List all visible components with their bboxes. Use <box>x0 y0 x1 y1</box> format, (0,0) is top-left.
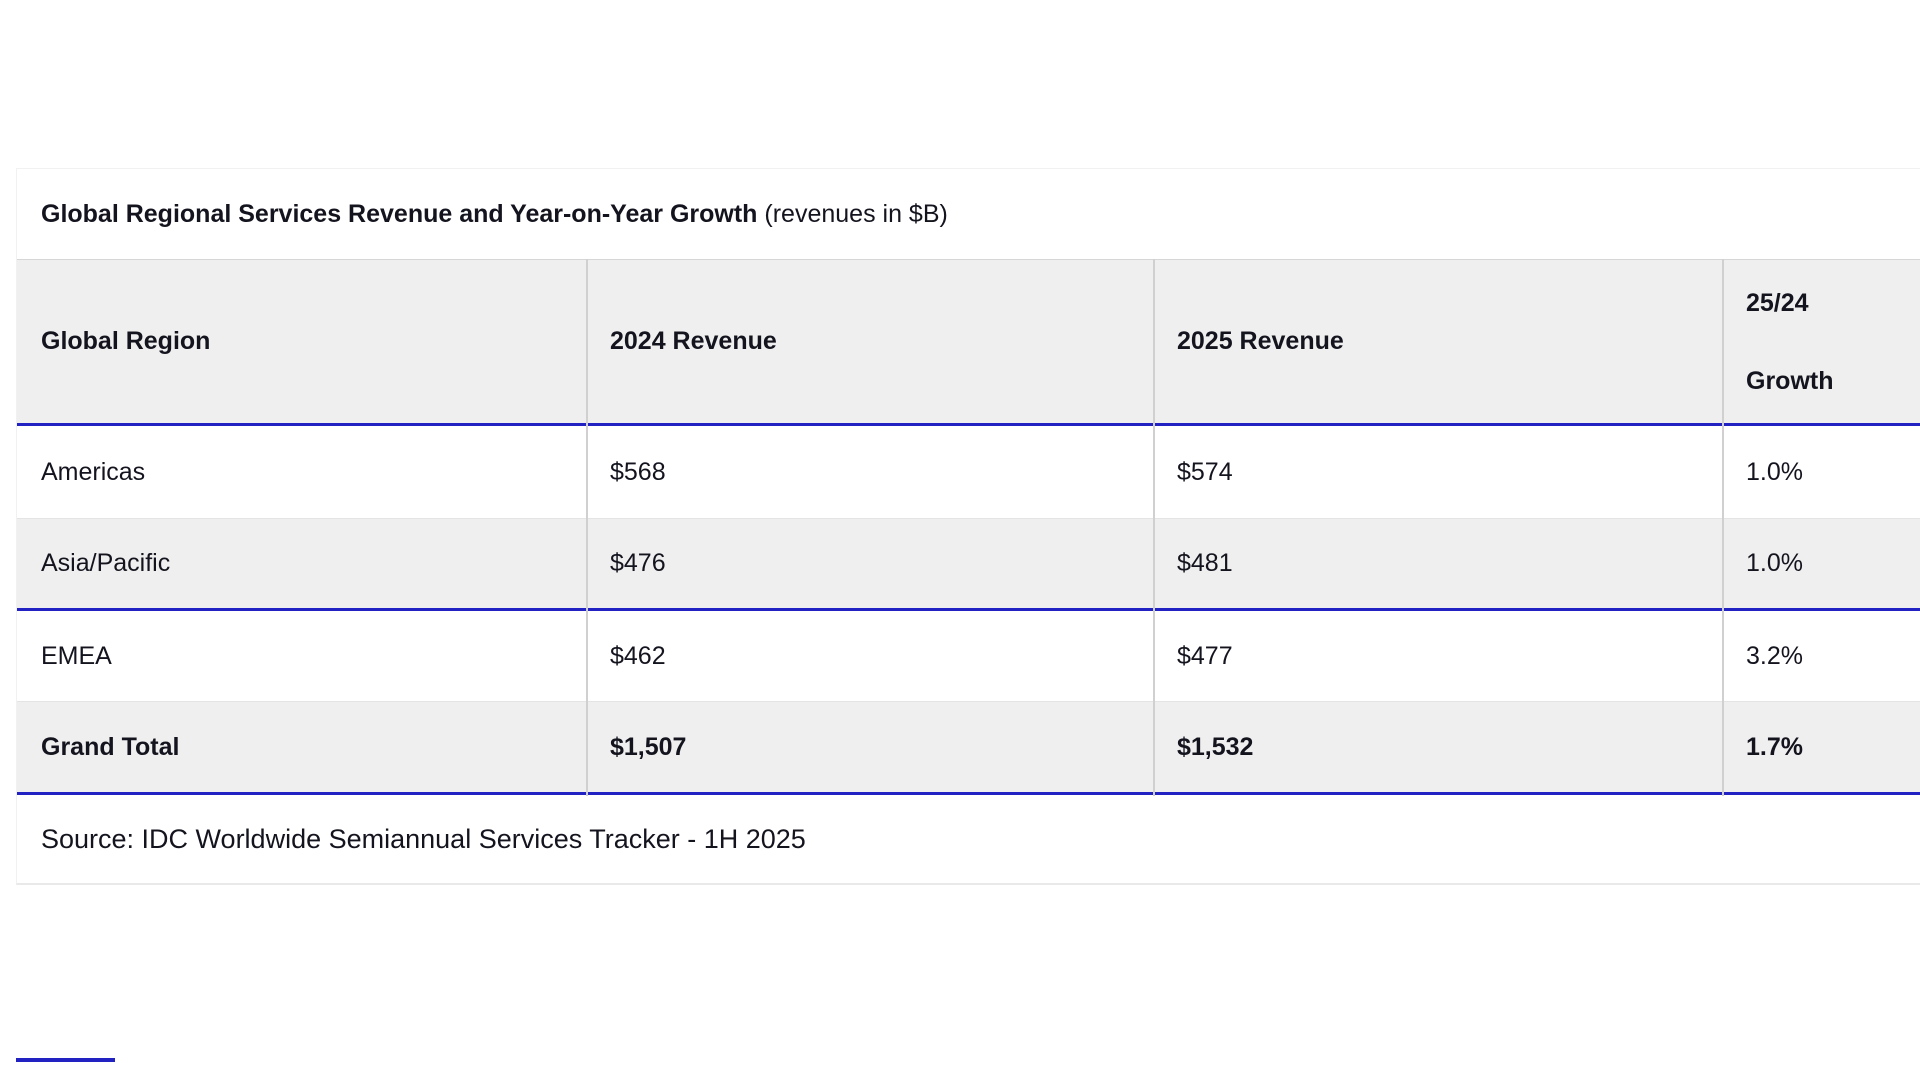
header-2025-revenue: 2025 Revenue <box>1177 327 1344 355</box>
region-cell: Grand Total <box>41 732 180 761</box>
table-title-row: Global Regional Services Revenue and Yea… <box>17 169 1920 259</box>
region-cell: Americas <box>41 457 146 486</box>
next-table-rule-fragment <box>16 1058 115 1062</box>
column-divider-3 <box>1722 259 1724 796</box>
table-title-main: Global Regional Services Revenue and Yea… <box>41 199 758 228</box>
column-divider-2 <box>1153 259 1155 796</box>
rev2025-cell: $574 <box>1177 457 1233 486</box>
table-source-row: Source: IDC Worldwide Semiannual Service… <box>17 795 1920 883</box>
growth-cell: 1.7% <box>1746 732 1803 761</box>
header-growth-line2: Growth <box>1746 366 1834 395</box>
table-header-row: Global Region 2024 Revenue 2025 Revenue … <box>17 259 1920 426</box>
source-text: Source: IDC Worldwide Semiannual Service… <box>41 823 806 854</box>
region-cell: Asia/Pacific <box>41 549 171 577</box>
growth-cell: 1.0% <box>1746 457 1803 486</box>
table-row-emea: EMEA $462 $477 3.2% <box>17 611 1920 701</box>
rev2024-cell: $568 <box>610 457 666 486</box>
table-title: Global Regional Services Revenue and Yea… <box>41 200 948 229</box>
rev2024-cell: $462 <box>610 641 666 670</box>
table-row-americas: Americas $568 $574 1.0% <box>17 426 1920 518</box>
rev2025-cell: $477 <box>1177 641 1233 670</box>
table-row-asia-pacific: Asia/Pacific $476 $481 1.0% <box>17 518 1920 611</box>
region-cell: EMEA <box>41 641 112 670</box>
header-2024-revenue: 2024 Revenue <box>610 327 777 355</box>
revenue-table-card: Global Regional Services Revenue and Yea… <box>16 168 1920 885</box>
header-growth: 25/24 Growth <box>1722 260 1920 423</box>
table-row-grand-total: Grand Total $1,507 $1,532 1.7% <box>17 701 1920 795</box>
growth-cell: 1.0% <box>1746 549 1803 577</box>
table-title-units: (revenues in $B) <box>764 199 948 228</box>
header-growth-line1: 25/24 <box>1746 288 1809 317</box>
rev2025-cell: $481 <box>1177 549 1233 577</box>
rev2025-cell: $1,532 <box>1177 732 1254 761</box>
rev2024-cell: $1,507 <box>610 732 687 761</box>
column-divider-1 <box>586 259 588 796</box>
header-global-region: Global Region <box>41 327 211 355</box>
rev2024-cell: $476 <box>610 549 666 577</box>
growth-cell: 3.2% <box>1746 641 1803 670</box>
